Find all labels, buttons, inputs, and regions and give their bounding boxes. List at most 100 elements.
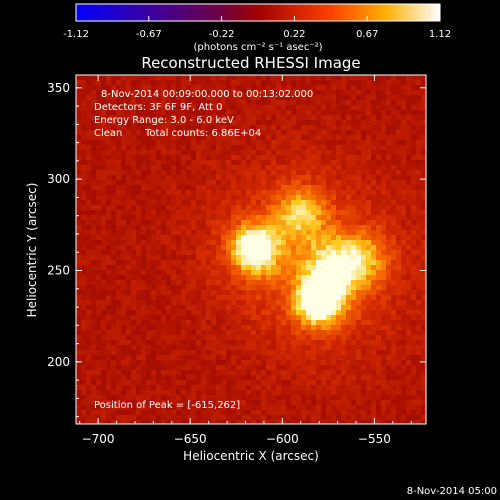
heatmap-cell	[226, 320, 231, 325]
heatmap-cell	[356, 280, 361, 285]
heatmap-cell	[296, 255, 301, 260]
heatmap-cell	[86, 240, 91, 245]
heatmap-cell	[136, 175, 141, 180]
heatmap-cell	[256, 150, 261, 155]
heatmap-cell	[376, 370, 381, 375]
heatmap-cell	[376, 160, 381, 165]
heatmap-cell	[381, 355, 386, 360]
heatmap-cell	[286, 140, 291, 145]
heatmap-cell	[291, 195, 296, 200]
heatmap-cell	[156, 85, 161, 90]
heatmap-cell	[121, 235, 126, 240]
heatmap-cell	[181, 80, 186, 85]
heatmap-cell	[321, 120, 326, 125]
heatmap-cell	[206, 395, 211, 400]
heatmap-cell	[256, 135, 261, 140]
heatmap-cell	[216, 390, 221, 395]
heatmap-cell	[361, 255, 366, 260]
heatmap-cell	[236, 355, 241, 360]
heatmap-cell	[166, 145, 171, 150]
heatmap-cell	[206, 75, 211, 80]
heatmap-cell	[141, 100, 146, 105]
heatmap-cell	[196, 320, 201, 325]
heatmap-cell	[251, 75, 256, 80]
heatmap-cell	[176, 180, 181, 185]
heatmap-cell	[76, 275, 81, 280]
heatmap-cell	[316, 315, 321, 320]
heatmap-cell	[91, 200, 96, 205]
heatmap-cell	[281, 270, 286, 275]
heatmap-cell	[91, 130, 96, 135]
heatmap-cell	[161, 385, 166, 390]
heatmap-cell	[271, 230, 276, 235]
heatmap-cell	[196, 360, 201, 365]
heatmap-cell	[96, 240, 101, 245]
heatmap-cell	[316, 230, 321, 235]
heatmap-cell	[301, 350, 306, 355]
heatmap-cell	[386, 310, 391, 315]
heatmap-cell	[396, 135, 401, 140]
heatmap-cell	[221, 310, 226, 315]
heatmap-cell	[266, 110, 271, 115]
heatmap-cell	[131, 260, 136, 265]
heatmap-cell	[406, 360, 411, 365]
heatmap-cell	[276, 145, 281, 150]
heatmap-cell	[401, 265, 406, 270]
heatmap-cell	[326, 190, 331, 195]
heatmap-cell	[141, 415, 146, 420]
heatmap-cell	[216, 375, 221, 380]
heatmap-cell	[296, 90, 301, 95]
heatmap-cell	[286, 290, 291, 295]
heatmap-cell	[166, 190, 171, 195]
heatmap-cell	[206, 350, 211, 355]
heatmap-cell	[136, 365, 141, 370]
heatmap-cell	[221, 225, 226, 230]
heatmap-cell	[301, 340, 306, 345]
heatmap-cell	[241, 355, 246, 360]
heatmap-cell	[231, 395, 236, 400]
heatmap-cell	[101, 195, 106, 200]
heatmap-cell	[411, 195, 416, 200]
heatmap-cell	[81, 345, 86, 350]
heatmap-cell	[296, 370, 301, 375]
heatmap-cell	[186, 350, 191, 355]
heatmap-cell	[311, 160, 316, 165]
heatmap-cell	[191, 415, 196, 420]
heatmap-cell	[136, 120, 141, 125]
heatmap-cell	[361, 90, 366, 95]
heatmap-cell	[361, 100, 366, 105]
heatmap-cell	[91, 235, 96, 240]
heatmap-cell	[226, 375, 231, 380]
heatmap-cell	[391, 85, 396, 90]
heatmap-cell	[361, 250, 366, 255]
heatmap-cell	[406, 290, 411, 295]
heatmap-cell	[346, 160, 351, 165]
heatmap-cell	[326, 200, 331, 205]
heatmap-cell	[291, 135, 296, 140]
heatmap-cell	[266, 130, 271, 135]
heatmap-cell	[161, 90, 166, 95]
heatmap-cell	[156, 90, 161, 95]
heatmap-cell	[241, 340, 246, 345]
heatmap-cell	[411, 315, 416, 320]
y-tick-label: 350	[47, 81, 70, 95]
heatmap-cell	[331, 95, 336, 100]
heatmap-cell	[211, 345, 216, 350]
heatmap-cell	[111, 320, 116, 325]
heatmap-cell	[266, 205, 271, 210]
heatmap-cell	[391, 135, 396, 140]
heatmap-cell	[306, 195, 311, 200]
heatmap-cell	[171, 395, 176, 400]
heatmap-cell	[336, 400, 341, 405]
heatmap-cell	[341, 120, 346, 125]
heatmap-cell	[411, 175, 416, 180]
heatmap-cell	[356, 95, 361, 100]
heatmap-cell	[266, 220, 271, 225]
heatmap-cell	[151, 245, 156, 250]
heatmap-cell	[341, 210, 346, 215]
heatmap-cell	[266, 200, 271, 205]
heatmap-cell	[191, 365, 196, 370]
heatmap-cell	[381, 195, 386, 200]
heatmap-cell	[366, 205, 371, 210]
heatmap-cell	[156, 380, 161, 385]
